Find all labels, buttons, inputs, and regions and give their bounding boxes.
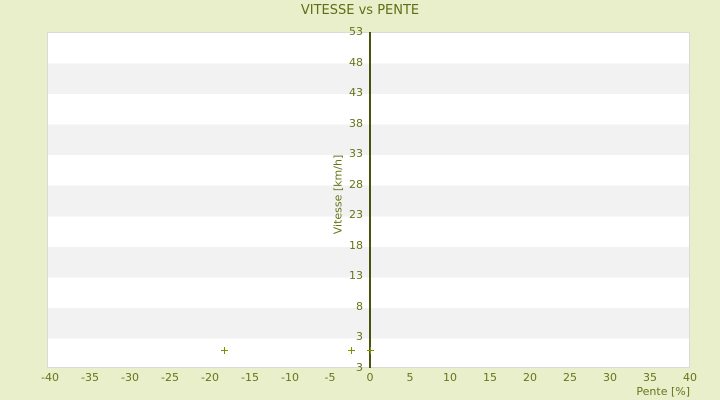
x-tick-label: -5 [324, 371, 336, 384]
x-tick-label: 20 [523, 371, 537, 384]
y-tick-label: 18 [349, 238, 363, 252]
data-point-marker [367, 346, 374, 354]
x-tick-label: 0 [366, 371, 374, 384]
x-tick-label: 25 [563, 371, 577, 384]
x-tick-label: -35 [81, 371, 99, 384]
y-axis-line [369, 32, 371, 368]
y-tick-label: 8 [356, 299, 363, 313]
x-tick-label: -15 [241, 371, 259, 384]
x-tick-label: 15 [483, 371, 497, 384]
x-tick-label: -25 [161, 371, 179, 384]
x-tick-label: 30 [603, 371, 617, 384]
data-point-marker [347, 346, 355, 354]
y-tick-label: 33 [349, 147, 363, 161]
y-tick-label: 13 [349, 269, 363, 283]
y-tick-label: 53 [349, 25, 363, 38]
x-tick-label: 40 [683, 371, 697, 384]
data-point-marker [220, 346, 228, 354]
x-tick-label: -20 [201, 371, 219, 384]
x-tick-label: -40 [41, 371, 59, 384]
x-tick-label: 5 [406, 371, 414, 384]
y-tick-label: 3 [356, 361, 363, 374]
y-tick-label: 3 [356, 330, 363, 344]
y-tick-label: 28 [349, 177, 363, 191]
y-tick-label: 43 [349, 86, 363, 100]
plot-area [47, 32, 690, 368]
x-axis-title: Pente [%] [636, 385, 690, 398]
x-tick-label: -10 [281, 371, 299, 384]
x-tick-label: 10 [443, 371, 457, 384]
y-tick-label: 38 [349, 116, 363, 130]
y-tick-label: 48 [349, 55, 363, 69]
x-tick-label: -30 [121, 371, 139, 384]
y-tick-label: 23 [349, 208, 363, 222]
chart-title: VITESSE vs PENTE [300, 3, 420, 18]
x-tick-label: 35 [643, 371, 657, 384]
